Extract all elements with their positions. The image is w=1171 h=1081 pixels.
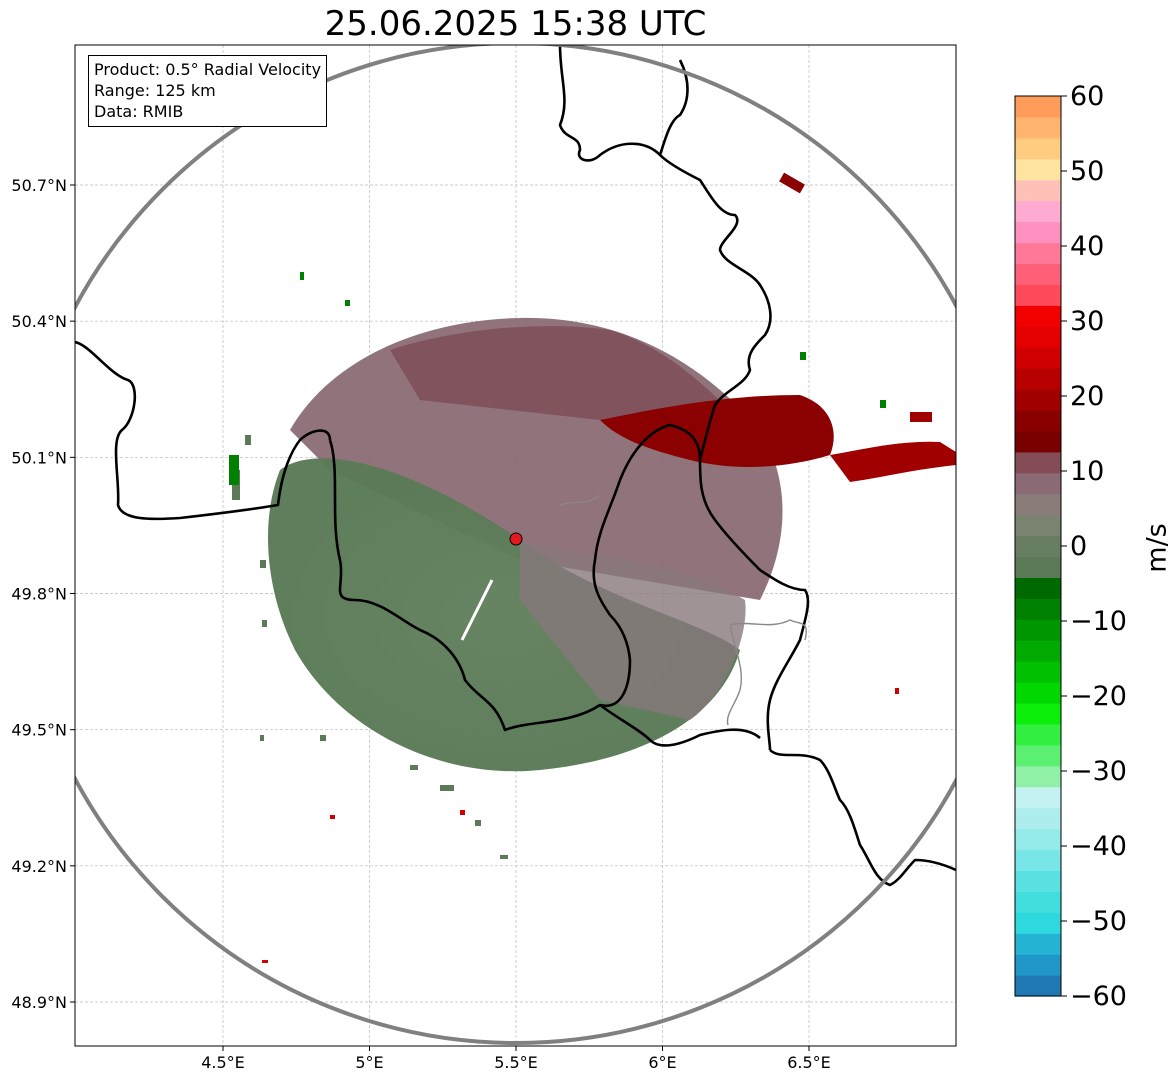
info-box: Product: 0.5° Radial Velocity Range: 125… <box>88 55 328 127</box>
colorbar-segment <box>1015 326 1061 348</box>
colorbar-tick-label: −50 <box>1070 906 1127 937</box>
colorbar-tick-label: 0 <box>1070 531 1087 562</box>
colorbar-segment <box>1015 682 1061 704</box>
velocity-field <box>229 172 956 963</box>
country-borders <box>75 45 956 887</box>
colorbar-tick-label: 30 <box>1070 306 1104 337</box>
colorbar-segment <box>1015 912 1061 934</box>
colorbar-segment <box>1015 514 1061 537</box>
border-germany <box>558 45 772 461</box>
border-luxembourg <box>328 423 810 751</box>
colorbar-segment <box>1015 786 1061 809</box>
colorbar-segment <box>1015 535 1061 558</box>
colorbar-tick-label: 10 <box>1070 456 1104 487</box>
colorbar-segment <box>1015 409 1061 432</box>
colorbar-segment <box>1015 368 1061 390</box>
y-tick-label: 49.8°N <box>11 585 67 604</box>
strong-outbound-band <box>600 395 834 467</box>
colorbar-segment <box>1015 221 1061 244</box>
colorbar-segment <box>1015 284 1061 306</box>
colorbar-segment <box>1015 828 1061 851</box>
colorbar-segment <box>1015 451 1061 474</box>
colorbar-segment <box>1015 137 1061 160</box>
colorbar-segment <box>1015 744 1061 767</box>
colorbar-segment <box>1015 933 1061 955</box>
border-lux-south <box>599 703 761 747</box>
colorbar-segment <box>1015 116 1061 139</box>
range-ring <box>75 45 956 1045</box>
colorbar-segment <box>1015 975 1061 997</box>
colorbar-tick-label: 20 <box>1070 381 1104 412</box>
colorbar-tick-label: −10 <box>1070 606 1127 637</box>
x-tick-label: 6°E <box>648 1053 676 1072</box>
colorbar-segment <box>1015 158 1061 181</box>
colorbar-tick-label: −60 <box>1070 981 1127 1012</box>
x-tick-label: 5.5°E <box>494 1053 538 1072</box>
radar-site-marker <box>509 532 523 546</box>
y-tick-label: 48.9°N <box>11 993 67 1012</box>
x-tick-label: 5°E <box>355 1053 383 1072</box>
colorbar-tick-label: 40 <box>1070 231 1104 262</box>
colorbar-segment <box>1015 263 1061 285</box>
colorbar-segment <box>1015 305 1061 327</box>
colorbar-tick-label: −40 <box>1070 831 1127 862</box>
colorbar-segment <box>1015 493 1061 516</box>
x-tick-label: 6.5°E <box>787 1053 831 1072</box>
colorbar-segment <box>1015 619 1061 641</box>
y-tick-label: 50.7°N <box>11 176 67 195</box>
colorbar-segment <box>1015 954 1061 976</box>
x-tick-label: 4.5°E <box>201 1053 245 1072</box>
colorbar-segment <box>1015 96 1061 118</box>
secondary-borders <box>559 494 807 726</box>
map-title: 25.06.2025 15:38 UTC <box>324 4 707 44</box>
colorbar-label: m/s <box>1142 523 1171 572</box>
info-product: Product: 0.5° Radial Velocity <box>94 60 322 79</box>
colorbar-segment <box>1015 598 1061 620</box>
colorbar-segment <box>1015 200 1061 223</box>
colorbar-segment <box>1015 556 1061 578</box>
colorbar: 60 50 40 30 20 10 0 −10 −20 −30 −40 −50 −60 <box>1014 81 1127 1012</box>
colorbar-segment <box>1015 765 1061 788</box>
x-axis-ticks: 4.5°E 5°E 5.5°E 6°E 6.5°E <box>201 1046 831 1072</box>
colorbar-segment <box>1015 807 1061 830</box>
colorbar-segment <box>1015 870 1061 892</box>
y-tick-label: 49.2°N <box>11 857 67 876</box>
colorbar-segment <box>1015 242 1061 265</box>
info-range: Range: 125 km <box>94 81 216 100</box>
colorbar-segment <box>1015 389 1061 411</box>
colorbar-segment <box>1015 640 1061 662</box>
colorbar-segment <box>1015 472 1061 495</box>
colorbar-segment <box>1015 661 1061 683</box>
colorbar-segment <box>1015 577 1061 599</box>
colorbar-tick-label: 60 <box>1070 81 1104 112</box>
colorbar-segment <box>1015 347 1061 369</box>
colorbar-segment <box>1015 702 1061 725</box>
colorbar-tick-label: 50 <box>1070 156 1104 187</box>
y-axis-ticks: 50.7°N 50.4°N 50.1°N 49.8°N 49.5°N 49.2°N 48.9… <box>11 176 75 1012</box>
y-tick-label: 50.1°N <box>11 448 67 467</box>
colorbar-segment <box>1015 891 1061 913</box>
info-data-source: Data: RMIB <box>94 102 184 121</box>
colorbar-tick-label: −20 <box>1070 681 1127 712</box>
colorbar-segment <box>1015 179 1061 202</box>
colorbar-segment <box>1015 723 1061 746</box>
colorbar-segment <box>1015 849 1061 872</box>
border-west <box>75 340 332 521</box>
y-tick-label: 49.5°N <box>11 721 67 740</box>
y-tick-label: 50.4°N <box>11 312 67 331</box>
colorbar-segment <box>1015 430 1061 453</box>
colorbar-tick-label: −30 <box>1070 756 1127 787</box>
border-france <box>769 748 956 887</box>
